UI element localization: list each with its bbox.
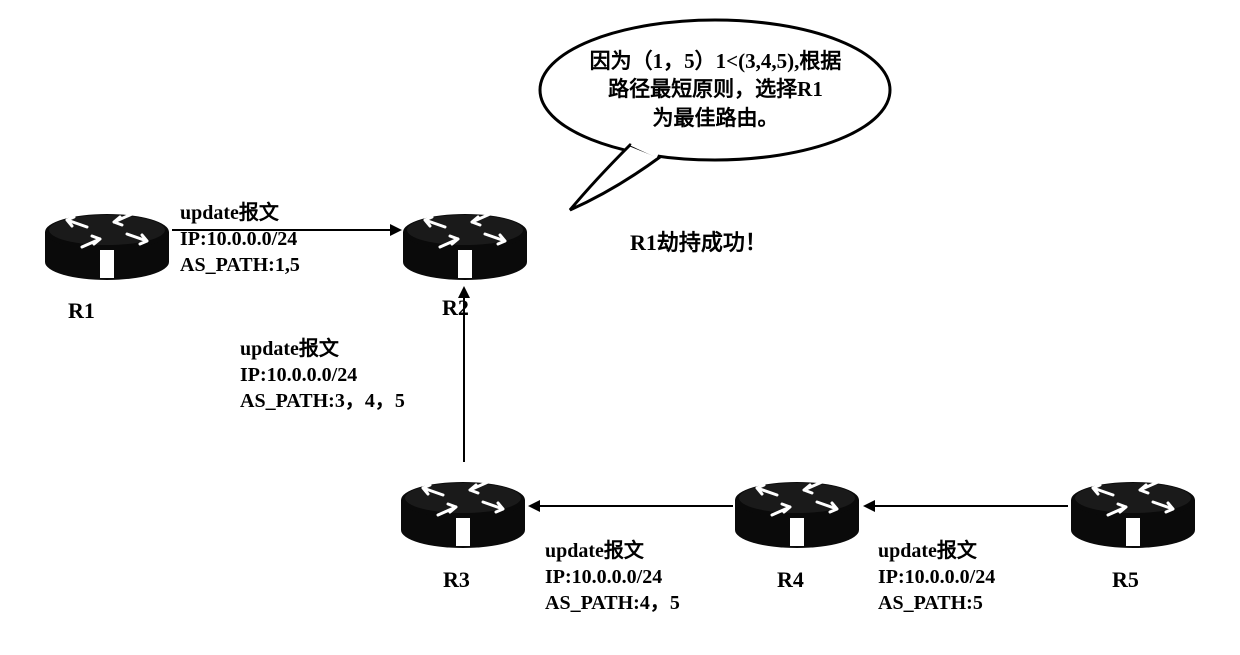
- arrowhead-r3-r2: [458, 286, 470, 298]
- arrowhead-r5-r4: [863, 500, 875, 512]
- update-line2: IP:10.0.0.0/24: [180, 226, 300, 252]
- update-line2: IP:10.0.0.0/24: [545, 564, 680, 590]
- arrowhead-r1-r2: [390, 224, 402, 236]
- router-r4: [732, 460, 862, 550]
- hijack-text: R1劫持成功！: [630, 225, 767, 257]
- update-line2: IP:10.0.0.0/24: [240, 362, 405, 388]
- router-r2: [400, 192, 530, 282]
- update-line3: AS_PATH:4，5: [545, 590, 680, 616]
- update-r3-r2: update报文 IP:10.0.0.0/24 AS_PATH:3，4，5: [240, 336, 405, 414]
- router-r3-label: R3: [443, 567, 470, 593]
- router-r5: [1068, 460, 1198, 550]
- router-r1: [42, 192, 172, 282]
- bubble-line2: 路径最短原则，选择R1: [558, 75, 873, 103]
- bubble-text: 因为（1，5）1<(3,4,5),根据 路径最短原则，选择R1 为最佳路由。: [558, 47, 873, 132]
- bubble-line1: 因为（1，5）1<(3,4,5),根据: [558, 47, 873, 75]
- update-line3: AS_PATH:5: [878, 590, 995, 616]
- update-line3: AS_PATH:3，4，5: [240, 388, 405, 414]
- update-line2: IP:10.0.0.0/24: [878, 564, 995, 590]
- router-r4-label: R4: [777, 567, 804, 593]
- arrow-r3-r2: [463, 298, 465, 462]
- update-r1-r2: update报文 IP:10.0.0.0/24 AS_PATH:1,5: [180, 200, 300, 278]
- bubble-line3: 为最佳路由。: [558, 104, 873, 132]
- update-line1: update报文: [240, 336, 405, 362]
- update-r4-r3: update报文 IP:10.0.0.0/24 AS_PATH:4，5: [545, 538, 680, 616]
- arrow-r4-r3: [540, 505, 733, 507]
- arrow-r5-r4: [875, 505, 1068, 507]
- router-r3: [398, 460, 528, 550]
- update-line1: update报文: [545, 538, 680, 564]
- router-r1-label: R1: [68, 298, 95, 324]
- update-line1: update报文: [180, 200, 300, 226]
- update-line1: update报文: [878, 538, 995, 564]
- update-line3: AS_PATH:1,5: [180, 252, 300, 278]
- router-r5-label: R5: [1112, 567, 1139, 593]
- arrowhead-r4-r3: [528, 500, 540, 512]
- update-r5-r4: update报文 IP:10.0.0.0/24 AS_PATH:5: [878, 538, 995, 616]
